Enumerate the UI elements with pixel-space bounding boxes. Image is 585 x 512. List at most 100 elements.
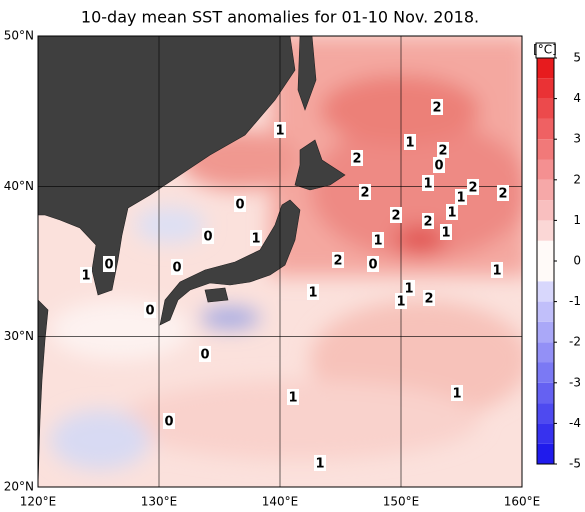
contour-label-bg — [440, 224, 452, 240]
colorbar-tick-label: 1 — [573, 213, 581, 227]
contour-label: 1 — [456, 191, 465, 206]
colorbar-tick-label: -1 — [569, 294, 581, 308]
contour-label: 2 — [391, 209, 400, 224]
contour-label-bg — [422, 213, 434, 229]
anomaly-areas — [50, 36, 522, 470]
colorbar-band — [537, 321, 554, 343]
contour-label-bg — [359, 184, 371, 200]
contour-label-bg — [455, 189, 467, 205]
colorbar-unit: [°C] — [533, 43, 557, 57]
contour-label: 2 — [498, 187, 507, 202]
colorbar-tick-label: 2 — [573, 172, 581, 186]
contour-label: 1 — [447, 206, 456, 221]
contour-label-bg — [437, 142, 449, 158]
contour-label: 0 — [164, 415, 173, 430]
colorbar-tick-label: 3 — [573, 132, 581, 146]
contour-label: 1 — [251, 232, 260, 247]
x-tick-label: 120°E — [20, 495, 57, 509]
colorbar-band — [537, 58, 554, 79]
colorbar-band — [537, 301, 554, 322]
contour-label-bg — [103, 256, 115, 272]
colorbar-band — [537, 281, 554, 302]
contour-label: 2 — [424, 292, 433, 307]
colorbar-tick-label: -3 — [569, 375, 581, 389]
contour-label-bg — [372, 232, 384, 248]
contour-label-bg — [250, 230, 262, 246]
contour-label-bg — [422, 175, 434, 191]
contour-label-bg — [467, 179, 479, 195]
contour-label-bg — [403, 280, 415, 296]
contour-label-bg — [497, 185, 509, 201]
contour-label: 1 — [396, 295, 405, 310]
colorbar-band — [537, 220, 554, 241]
contour-label: 1 — [373, 234, 382, 249]
contour-label: 1 — [81, 269, 90, 284]
contour-label-bg — [202, 228, 214, 244]
contour-label-bg — [163, 413, 175, 429]
contour-label-bg — [395, 293, 407, 309]
contour-label: 0 — [434, 159, 443, 174]
contour-label-bg — [404, 134, 416, 150]
colorbar-band — [537, 179, 554, 201]
colorbar-band — [537, 342, 554, 363]
x-tick-label: 160°E — [504, 495, 541, 509]
y-tick-label: 50°N — [4, 29, 34, 43]
contour-label-bg — [491, 262, 503, 278]
contour-label-bg — [199, 346, 211, 362]
contour-label-bg — [307, 284, 319, 300]
colorbar-band — [537, 139, 554, 160]
contour-label: 0 — [200, 348, 209, 363]
contour-label: 2 — [352, 152, 361, 167]
contour-label-bg — [314, 455, 326, 471]
title: 10-day mean SST anomalies for 01-10 Nov.… — [81, 8, 479, 27]
contour-label: 2 — [468, 181, 477, 196]
contour-label: 1 — [423, 177, 432, 192]
contour-label-bg — [446, 204, 458, 220]
colorbar-tick-label: -4 — [569, 416, 581, 430]
colorbar-band — [537, 423, 554, 444]
contour-label-bg — [80, 267, 92, 283]
contour-label: 1 — [308, 286, 317, 301]
y-tick-label: 30°N — [4, 329, 34, 343]
colorbar-band — [537, 362, 554, 383]
colorbar: 5 4 3 2 1 0 -1 -2 -3 -4 -5 — [535, 42, 581, 471]
contour-label-bg — [367, 256, 379, 272]
contour-label-bg — [332, 252, 344, 268]
colorbar-band — [537, 382, 554, 404]
contour-label-bg — [171, 259, 183, 275]
colorbar-tick-label: 0 — [573, 254, 581, 268]
contour-label: 1 — [275, 124, 284, 139]
contour-label-bg — [451, 385, 463, 401]
map-frame — [37, 35, 523, 488]
contour-label-bg — [433, 157, 445, 173]
contour-label-bg — [390, 207, 402, 223]
contour-label: 2 — [360, 186, 369, 201]
contour-label: 1 — [492, 264, 501, 279]
contour-label: 1 — [441, 226, 450, 241]
contour-label: 1 — [452, 387, 461, 402]
colorbar-tick-label: -2 — [569, 335, 581, 349]
colorbar-band — [537, 159, 554, 180]
contour-label: 1 — [404, 282, 413, 297]
x-tick-label: 150°E — [383, 495, 420, 509]
contour-label: 0 — [368, 258, 377, 273]
contour-label: 1 — [315, 457, 324, 472]
contour-label: 0 — [145, 304, 154, 319]
contour-label-bg — [287, 389, 299, 405]
colorbar-tick-label: 5 — [573, 51, 581, 65]
contour-label-bg — [351, 150, 363, 166]
colorbar-unit-box — [535, 42, 556, 59]
contour-label-bg — [234, 196, 246, 212]
colorbar-band — [537, 78, 554, 99]
contour-label-bg — [274, 122, 286, 138]
y-tick-label: 20°N — [4, 480, 34, 494]
contour-label: 0 — [104, 258, 113, 273]
contour-label: 2 — [423, 215, 432, 230]
x-tick-label: 130°E — [141, 495, 178, 509]
colorbar-band — [537, 118, 554, 140]
colorbar-band — [537, 200, 554, 221]
colorbar-tick-label: 4 — [573, 91, 581, 105]
contour-label: 0 — [235, 198, 244, 213]
